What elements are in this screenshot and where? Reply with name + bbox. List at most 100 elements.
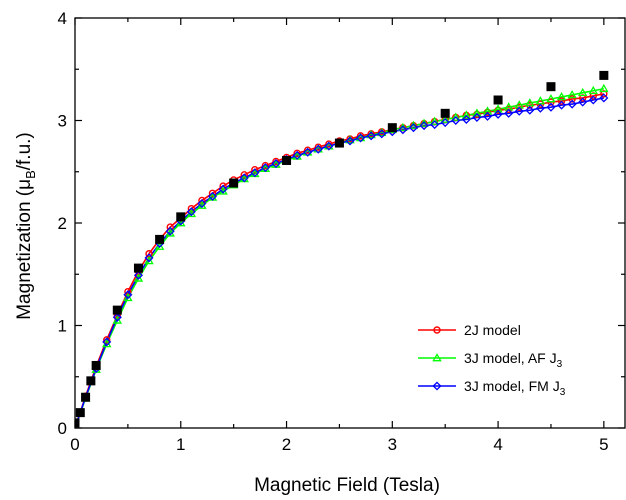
series-2-point-28 — [366, 131, 376, 141]
legend-label-2-sub: 3 — [560, 387, 566, 398]
experimental-point-9 — [229, 178, 239, 188]
series-2-point-4 — [112, 312, 122, 322]
series-2-point-50 — [599, 93, 609, 103]
experimental-point-7 — [155, 234, 165, 244]
y-tick-label: 4 — [58, 9, 67, 28]
legend-marker-1 — [432, 353, 442, 362]
series-1-point-38 — [472, 108, 482, 117]
legend-marker-2 — [432, 381, 442, 391]
series-0-point-19 — [272, 157, 280, 166]
y-axis-title-tail: /f.u.) — [14, 132, 35, 170]
plot-area — [75, 70, 609, 428]
experimental-point-6 — [133, 263, 143, 273]
y-tick-label: 2 — [58, 214, 67, 233]
series-1-point-50 — [599, 83, 609, 93]
series-2-point-38 — [472, 112, 482, 122]
experimental-point-1 — [75, 408, 85, 418]
series-0-point-27 — [356, 132, 365, 140]
experimental-point-16 — [599, 70, 609, 80]
series-2-point-9 — [165, 226, 175, 236]
series-2-point-37 — [461, 114, 471, 124]
x-tick-label: 0 — [70, 435, 79, 454]
series-2-point-23 — [313, 144, 323, 154]
series-0-point-21 — [293, 149, 301, 158]
series-2-point-31 — [398, 125, 408, 135]
experimental-point-11 — [334, 138, 344, 148]
series-1-point-37 — [461, 110, 472, 119]
legend-label-2-main: 3J model, FM J — [464, 378, 560, 394]
y-tick-label: 3 — [58, 112, 67, 131]
series-2-point-6 — [133, 270, 143, 280]
series-2-point-33 — [419, 121, 429, 131]
series-2-point-48 — [578, 97, 588, 107]
series-2-point-43 — [525, 105, 535, 115]
x-tick-label: 1 — [176, 435, 185, 454]
series-2-point-35 — [440, 118, 450, 128]
experimental-point-0 — [75, 418, 80, 428]
series-1-point-34 — [429, 116, 440, 125]
plot-content — [75, 70, 609, 428]
series-2-point-32 — [408, 123, 418, 133]
series-2-point-24 — [324, 141, 334, 151]
x-tick-label: 4 — [493, 435, 502, 454]
experimental-point-13 — [440, 108, 450, 118]
y-axis-title-main: Magnetization (μ — [14, 179, 35, 320]
legend-label-1-sub: 3 — [557, 359, 563, 370]
series-2-point-45 — [546, 102, 556, 112]
series-1-point-46 — [556, 92, 567, 101]
x-tick-label: 2 — [282, 435, 291, 454]
series-2-point-17 — [250, 168, 260, 178]
series-2-point-13 — [207, 191, 218, 201]
series-2-point-22 — [303, 147, 313, 157]
y-tick-label: 0 — [58, 419, 67, 438]
series-2-point-49 — [588, 95, 598, 105]
experimental-point-5 — [112, 305, 122, 315]
series-0-point-17 — [251, 165, 259, 174]
series-0-point-47 — [568, 95, 576, 103]
series-2-point-47 — [567, 99, 577, 109]
series-2-point-29 — [377, 129, 387, 139]
y-axis-title: Magnetization (μB/f.u.) — [14, 132, 38, 320]
legend-marker-0 — [433, 326, 441, 334]
series-0-point-22 — [303, 146, 312, 154]
x-axis-title: Magnetic Field (Tesla) — [254, 475, 440, 496]
series-2-point-36 — [451, 115, 461, 126]
series-1-point-39 — [482, 106, 493, 115]
experimental-point-8 — [176, 212, 186, 222]
series-0-point-46 — [557, 97, 566, 105]
series-0-point-13 — [208, 189, 217, 197]
series-0-point-24 — [325, 140, 333, 148]
axes: 0 1 2 3 4 5 0 1 2 3 4 — [58, 9, 626, 454]
series-2-point-21 — [292, 150, 302, 160]
experimental-point-10 — [282, 155, 292, 165]
experimental-point-15 — [546, 82, 556, 92]
series-2-point-3 — [102, 337, 112, 347]
series-2-point-7 — [144, 253, 154, 263]
series-0-point-23 — [314, 143, 322, 151]
series-2-point-39 — [482, 111, 493, 121]
series-0-point-3 — [103, 336, 111, 344]
series-2-point-12 — [197, 199, 207, 209]
series-2-point-5 — [123, 290, 133, 300]
series-0-point-16 — [240, 171, 248, 179]
series-0-point-12 — [198, 196, 206, 205]
series-1-point-40 — [493, 104, 503, 113]
experimental-point-3 — [86, 376, 96, 386]
series-2-point-19 — [271, 159, 281, 169]
series-2-point-44 — [535, 103, 545, 113]
series-2-point-26 — [345, 136, 355, 146]
series-2-point-42 — [514, 106, 524, 116]
series-2-point-18 — [260, 163, 270, 173]
legend-label-2: 3J model, FM J3 — [464, 378, 566, 398]
series-2-point-14 — [218, 184, 228, 194]
series-2-point-46 — [557, 100, 567, 110]
experimental-point-14 — [493, 95, 503, 105]
series-1-point-36 — [451, 112, 461, 121]
series-2-point-41 — [504, 108, 514, 118]
series-1-point-48 — [577, 87, 588, 97]
series-2-point-34 — [430, 120, 440, 130]
series-2-point-27 — [356, 133, 366, 143]
